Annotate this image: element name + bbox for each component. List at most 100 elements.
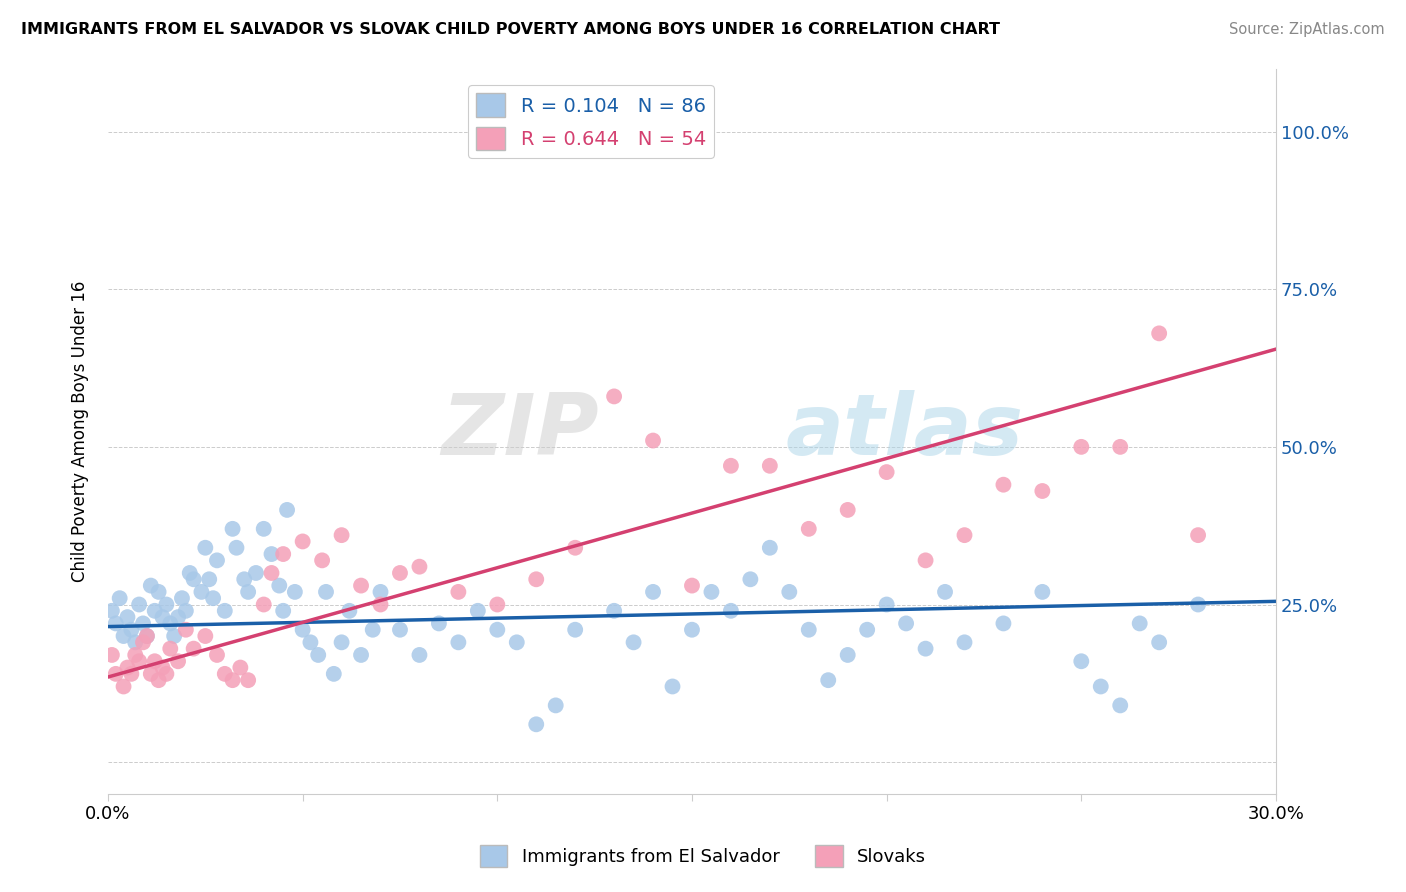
Point	[307, 648, 329, 662]
Point	[135, 629, 157, 643]
Point	[152, 660, 174, 674]
Point	[104, 666, 127, 681]
Point	[183, 641, 205, 656]
Point	[202, 591, 225, 606]
Point	[170, 591, 193, 606]
Point	[486, 623, 509, 637]
Point	[1031, 483, 1053, 498]
Point	[233, 572, 256, 586]
Point	[194, 541, 217, 555]
Point	[720, 458, 742, 473]
Point	[159, 641, 181, 656]
Text: Source: ZipAtlas.com: Source: ZipAtlas.com	[1229, 22, 1385, 37]
Point	[229, 660, 252, 674]
Point	[299, 635, 322, 649]
Point	[155, 598, 177, 612]
Point	[260, 566, 283, 580]
Point	[236, 585, 259, 599]
Legend: R = 0.104   N = 86, R = 0.644   N = 54: R = 0.104 N = 86, R = 0.644 N = 54	[468, 86, 714, 158]
Point	[198, 572, 221, 586]
Point	[623, 635, 645, 649]
Point	[143, 604, 166, 618]
Point	[1070, 440, 1092, 454]
Point	[740, 572, 762, 586]
Point	[132, 635, 155, 649]
Point	[271, 604, 294, 618]
Point	[388, 623, 411, 637]
Point	[1109, 698, 1132, 713]
Point	[524, 717, 547, 731]
Point	[856, 623, 879, 637]
Point	[778, 585, 800, 599]
Point	[179, 566, 201, 580]
Point	[934, 585, 956, 599]
Point	[759, 541, 782, 555]
Point	[108, 591, 131, 606]
Point	[759, 458, 782, 473]
Point	[120, 623, 142, 637]
Point	[167, 610, 190, 624]
Point	[143, 654, 166, 668]
Point	[148, 585, 170, 599]
Point	[603, 604, 626, 618]
Point	[139, 666, 162, 681]
Point	[876, 598, 898, 612]
Point	[322, 666, 344, 681]
Point	[661, 680, 683, 694]
Point	[174, 604, 197, 618]
Point	[1109, 440, 1132, 454]
Point	[139, 578, 162, 592]
Text: IMMIGRANTS FROM EL SALVADOR VS SLOVAK CHILD POVERTY AMONG BOYS UNDER 16 CORRELAT: IMMIGRANTS FROM EL SALVADOR VS SLOVAK CH…	[21, 22, 1000, 37]
Point	[388, 566, 411, 580]
Point	[720, 604, 742, 618]
Point	[797, 623, 820, 637]
Point	[914, 553, 936, 567]
Point	[603, 389, 626, 403]
Point	[837, 503, 859, 517]
Point	[1147, 635, 1170, 649]
Point	[112, 680, 135, 694]
Point	[1187, 598, 1209, 612]
Point	[315, 585, 337, 599]
Point	[408, 559, 430, 574]
Point	[1187, 528, 1209, 542]
Point	[112, 629, 135, 643]
Point	[269, 578, 291, 592]
Point	[128, 598, 150, 612]
Point	[117, 610, 139, 624]
Point	[700, 585, 723, 599]
Point	[155, 666, 177, 681]
Point	[330, 528, 353, 542]
Point	[544, 698, 567, 713]
Point	[271, 547, 294, 561]
Point	[817, 673, 839, 688]
Point	[350, 578, 373, 592]
Text: ZIP: ZIP	[441, 390, 599, 473]
Point	[152, 610, 174, 624]
Point	[148, 673, 170, 688]
Point	[953, 528, 976, 542]
Point	[245, 566, 267, 580]
Point	[361, 623, 384, 637]
Point	[447, 635, 470, 649]
Point	[104, 616, 127, 631]
Point	[253, 598, 276, 612]
Point	[124, 635, 146, 649]
Point	[205, 553, 228, 567]
Point	[370, 598, 392, 612]
Point	[641, 585, 664, 599]
Text: atlas: atlas	[786, 390, 1024, 473]
Point	[467, 604, 489, 618]
Point	[128, 654, 150, 668]
Point	[524, 572, 547, 586]
Point	[876, 465, 898, 479]
Point	[1129, 616, 1152, 631]
Point	[641, 434, 664, 448]
Point	[194, 629, 217, 643]
Point	[1070, 654, 1092, 668]
Point	[564, 623, 586, 637]
Point	[284, 585, 307, 599]
Point	[174, 623, 197, 637]
Point	[837, 648, 859, 662]
Point	[564, 541, 586, 555]
